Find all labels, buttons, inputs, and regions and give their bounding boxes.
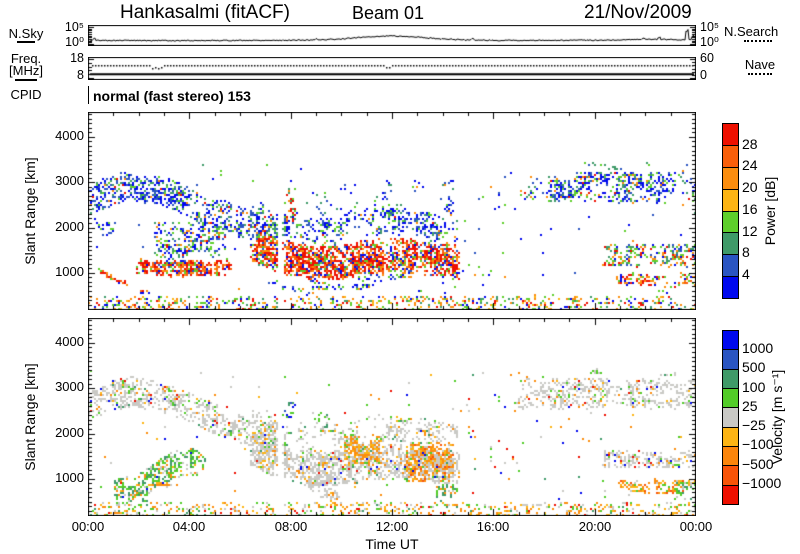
power-yaxis-label: Slant Range [km] xyxy=(22,157,38,265)
power-ytick-3000: 3000 xyxy=(55,173,84,188)
nsky-ytick-bottom-right: 10⁰ xyxy=(700,35,719,49)
beam-title: Beam 01 xyxy=(352,3,425,23)
xtick-0800: 08:00 xyxy=(274,519,308,534)
velocity-ytick-1000: 1000 xyxy=(55,470,84,485)
freq-legend-line xyxy=(15,79,37,81)
xtick-1600: 16:00 xyxy=(476,519,510,534)
freq-label-line1: Freq. xyxy=(10,51,42,66)
velocity-yaxis-label: Slant Range [km] xyxy=(22,363,38,471)
power-cbar-title: Power [dB] xyxy=(762,176,778,246)
nsky-ytick-top: 10⁵ xyxy=(64,20,84,34)
cpid-label: CPID xyxy=(10,87,42,102)
velocity-ytick-4000: 4000 xyxy=(55,334,84,349)
vel-cbar-label-25: 25 xyxy=(742,398,758,414)
velocity-cbar-title: Velocity [m s⁻¹] xyxy=(769,369,785,465)
nave-legend-line xyxy=(748,73,772,75)
cpid-value: normal (fast stereo) 153 xyxy=(93,88,251,104)
freq-label-line2: [MHz] xyxy=(9,63,43,78)
power-cbar-label-24: 24 xyxy=(742,157,758,173)
power-cbar-label-4: 4 xyxy=(742,266,750,282)
xaxis-label: Time UT xyxy=(365,536,419,552)
xtick-1200: 12:00 xyxy=(375,519,409,534)
velocity-ytick-2000: 2000 xyxy=(55,425,84,440)
vel-cbar-label-100: 100 xyxy=(742,379,766,395)
freq-ytick-top: 18 xyxy=(70,51,84,65)
noise-panel xyxy=(88,25,696,46)
nsky-ytick-top-right: 10⁵ xyxy=(700,20,720,34)
cpid-axis-tick xyxy=(88,86,89,104)
frequency-panel xyxy=(88,57,696,80)
vel-cbar-label-m1000: −1000 xyxy=(742,475,782,491)
power-cbar-label-20: 20 xyxy=(742,179,758,195)
nsearch-legend-line xyxy=(744,40,772,42)
xtick-0400: 04:00 xyxy=(172,519,206,534)
power-ytick-4000: 4000 xyxy=(55,128,84,143)
power-cbar-label-8: 8 xyxy=(742,244,750,260)
nave-label: Nave xyxy=(744,57,776,72)
page-title: Hankasalmi (fitACF) xyxy=(120,2,290,23)
nsky-legend-line xyxy=(17,41,35,43)
power-rti-plot xyxy=(88,112,696,310)
nsky-ytick-bottom: 10⁰ xyxy=(65,35,84,49)
vel-cbar-label-m25: −25 xyxy=(742,417,766,433)
xtick-0000: 00:00 xyxy=(71,519,105,534)
velocity-colorbar xyxy=(722,330,739,505)
vel-cbar-label-500: 500 xyxy=(742,359,766,375)
date-title: 21/Nov/2009 xyxy=(584,2,692,23)
nsky-label: N.Sky xyxy=(8,26,44,41)
freq-ytick-bottom: 8 xyxy=(77,68,84,82)
velocity-ytick-3000: 3000 xyxy=(55,379,84,394)
power-ytick-1000: 1000 xyxy=(55,264,84,279)
power-cbar-label-16: 16 xyxy=(742,201,758,217)
xtick-2400: 00:00 xyxy=(679,519,713,534)
nave-ytick-top: 60 xyxy=(700,51,714,65)
power-ytick-2000: 2000 xyxy=(55,219,84,234)
vel-cbar-label-m500: −500 xyxy=(742,456,774,472)
power-cbar-label-28: 28 xyxy=(742,136,758,152)
xtick-2000: 20:00 xyxy=(578,519,612,534)
velocity-rti-plot xyxy=(88,318,696,516)
power-colorbar xyxy=(722,123,739,299)
vel-cbar-label-1000: 1000 xyxy=(742,340,774,356)
power-cbar-label-12: 12 xyxy=(742,223,758,239)
nsearch-label: N.Search xyxy=(724,24,779,39)
vel-cbar-label-m100: −100 xyxy=(742,436,774,452)
nave-ytick-bottom: 0 xyxy=(700,68,707,82)
